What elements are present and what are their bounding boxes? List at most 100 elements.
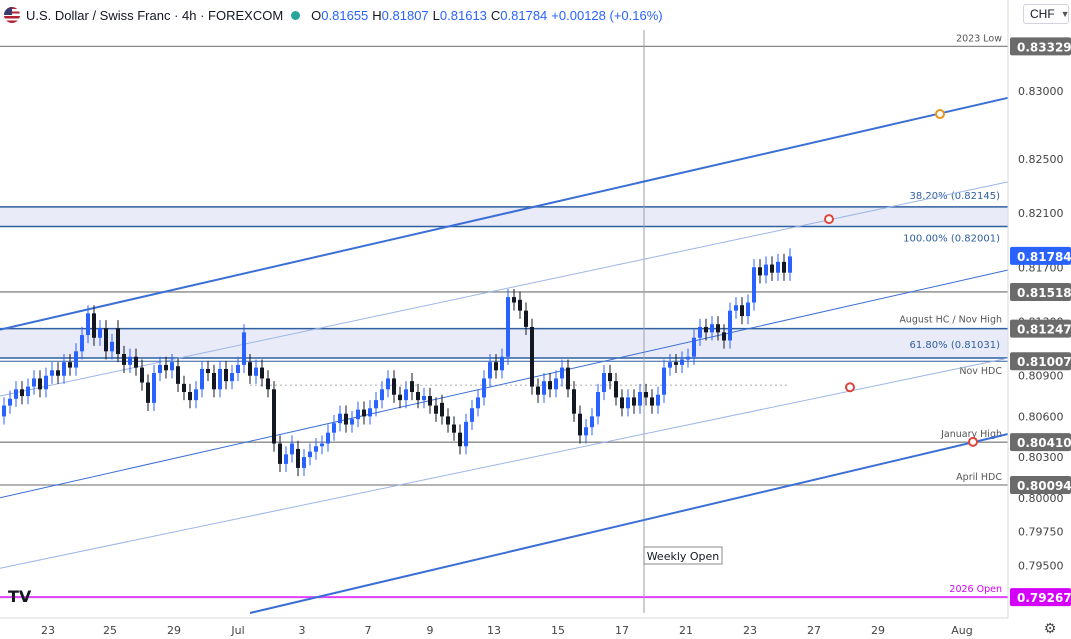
candle-body-82	[494, 362, 498, 371]
candle-body-63	[380, 389, 384, 401]
candle-body-49	[296, 448, 300, 468]
candle-body-94	[566, 367, 570, 390]
candle-body-39	[236, 364, 240, 374]
candle-body-126	[758, 267, 762, 276]
candle-body-128	[770, 264, 774, 273]
candle-body-48	[290, 443, 294, 455]
y-tick-8: 0.80000	[1018, 492, 1064, 505]
candle-body-37	[224, 368, 228, 382]
price-tag-4: 0.81007	[1017, 355, 1071, 369]
candle-body-90	[542, 381, 546, 395]
candle-body-58	[350, 419, 354, 425]
candle-body-72	[434, 405, 438, 414]
zone-label-fib-382: 38.20% (0.82145)	[910, 191, 1001, 202]
candle-body-100	[602, 373, 606, 393]
candle-body-81	[488, 362, 492, 379]
symbol-title[interactable]: U.S. Dollar / Swiss Franc · 4h · FOREXCO…	[26, 7, 284, 23]
candle-body-106	[638, 392, 642, 406]
candle-body-13	[80, 335, 84, 352]
candle-body-16	[98, 328, 102, 338]
candle-body-78	[470, 408, 474, 422]
currency-selector[interactable]: CHF ▼	[1023, 4, 1070, 24]
candle-body-129	[776, 261, 780, 273]
candle-body-107	[644, 392, 648, 398]
price-tag-bg-2	[1010, 282, 1071, 301]
y-tick-1: 0.82500	[1018, 153, 1064, 166]
x-tick-3: Jul	[230, 624, 244, 637]
candle-body-70	[422, 396, 426, 401]
price-tag-bg-4	[1010, 352, 1071, 371]
price-tag-2: 0.81518	[1017, 286, 1071, 300]
candle-body-66	[398, 394, 402, 401]
nov-hdc-label: Nov HDC	[959, 366, 1002, 377]
candle-body-56	[338, 413, 342, 424]
x-tick-5: 7	[365, 624, 372, 637]
zone-label-august-hc: August HC / Nov High	[899, 315, 1002, 326]
candle-body-52	[314, 446, 318, 452]
candle-body-51	[308, 451, 312, 458]
zone-1	[0, 328, 1008, 358]
zone-0	[0, 206, 1008, 227]
candle-body-61	[368, 408, 372, 417]
candle-body-84	[506, 297, 510, 357]
candle-body-60	[362, 409, 366, 417]
candle-body-102	[614, 381, 618, 398]
candle-body-11	[68, 362, 72, 368]
candle-body-73	[440, 402, 444, 417]
candle-body-7	[44, 375, 48, 390]
candle-body-111	[668, 362, 672, 368]
price-tag-bg-3	[1010, 319, 1071, 338]
candle-body-30	[182, 383, 186, 393]
candle-body-88	[530, 326, 534, 387]
candle-body-43	[260, 367, 264, 379]
level-label-0: 2023 Low	[956, 33, 1002, 44]
us-flag-icon	[4, 7, 20, 23]
candle-body-93	[560, 367, 564, 379]
candle-body-86	[518, 299, 522, 311]
currency-value: CHF	[1030, 7, 1055, 21]
marker-1	[824, 214, 834, 225]
candle-body-87	[524, 310, 528, 327]
candle-body-119	[716, 324, 720, 333]
x-tick-9: 17	[615, 624, 629, 637]
candle-body-113	[680, 359, 684, 365]
candle-body-53	[320, 443, 324, 447]
price-tag-bg-7	[1010, 588, 1071, 607]
price-tag-3: 0.81247	[1017, 323, 1071, 337]
tradingview-logo: TV	[8, 587, 32, 606]
price-tag-7: 0.79267	[1017, 591, 1071, 605]
candle-body-123	[740, 305, 744, 317]
candle-body-33	[200, 368, 204, 390]
candle-body-118	[710, 324, 714, 333]
candle-body-101	[608, 373, 612, 382]
candle-body-5	[32, 378, 36, 387]
ohlc-open: O0.81655	[311, 7, 369, 23]
x-tick-4: 3	[299, 624, 306, 637]
candle-body-120	[722, 332, 726, 341]
price-tag-bg-6	[1010, 476, 1071, 495]
candle-body-71	[428, 396, 432, 406]
candle-body-40	[242, 332, 246, 365]
y-tick-0: 0.83000	[1018, 85, 1064, 98]
gear-icon[interactable]: ⚙	[1043, 620, 1057, 636]
candle-body-75	[452, 424, 456, 433]
candle-body-124	[746, 302, 750, 317]
candle-body-35	[212, 373, 216, 390]
candle-body-31	[188, 392, 192, 401]
candle-body-74	[446, 416, 450, 425]
candle-body-44	[266, 378, 270, 390]
x-tick-14: Aug	[951, 624, 972, 637]
candle-body-57	[344, 413, 348, 425]
y-tick-2: 0.82100	[1018, 207, 1064, 220]
candle-body-130	[782, 261, 786, 273]
candle-body-8	[50, 370, 54, 376]
market-status-icon	[291, 10, 301, 20]
candle-body-14	[86, 313, 90, 336]
candle-body-117	[704, 326, 708, 333]
price-axis-bg	[1008, 0, 1071, 639]
x-tick-12: 27	[807, 624, 821, 637]
x-tick-0: 23	[41, 624, 55, 637]
chevron-down-icon: ▼	[1060, 9, 1070, 19]
